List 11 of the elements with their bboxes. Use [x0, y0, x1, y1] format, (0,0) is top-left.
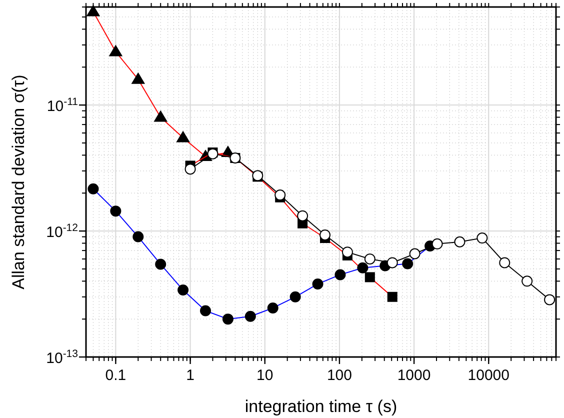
x-tick-label: 1000 [397, 367, 431, 384]
x-tick-label: 10000 [468, 367, 510, 384]
x-tick-label: 0.1 [105, 367, 126, 384]
y-axis-title: Allan standard deviation σ(τ) [9, 74, 28, 290]
x-tick-label: 100 [326, 367, 352, 384]
y-tick-label: 10$^{-11}$ [46, 96, 78, 116]
x-tick-label: 1 [186, 367, 194, 384]
y-tick-label: 10$^{-12}$ [46, 222, 78, 242]
x-tick-label: 10 [256, 367, 274, 384]
x-axis-title: integration time τ (s) [244, 397, 398, 416]
y-tick-label: 10$^{-13}$ [46, 348, 78, 367]
